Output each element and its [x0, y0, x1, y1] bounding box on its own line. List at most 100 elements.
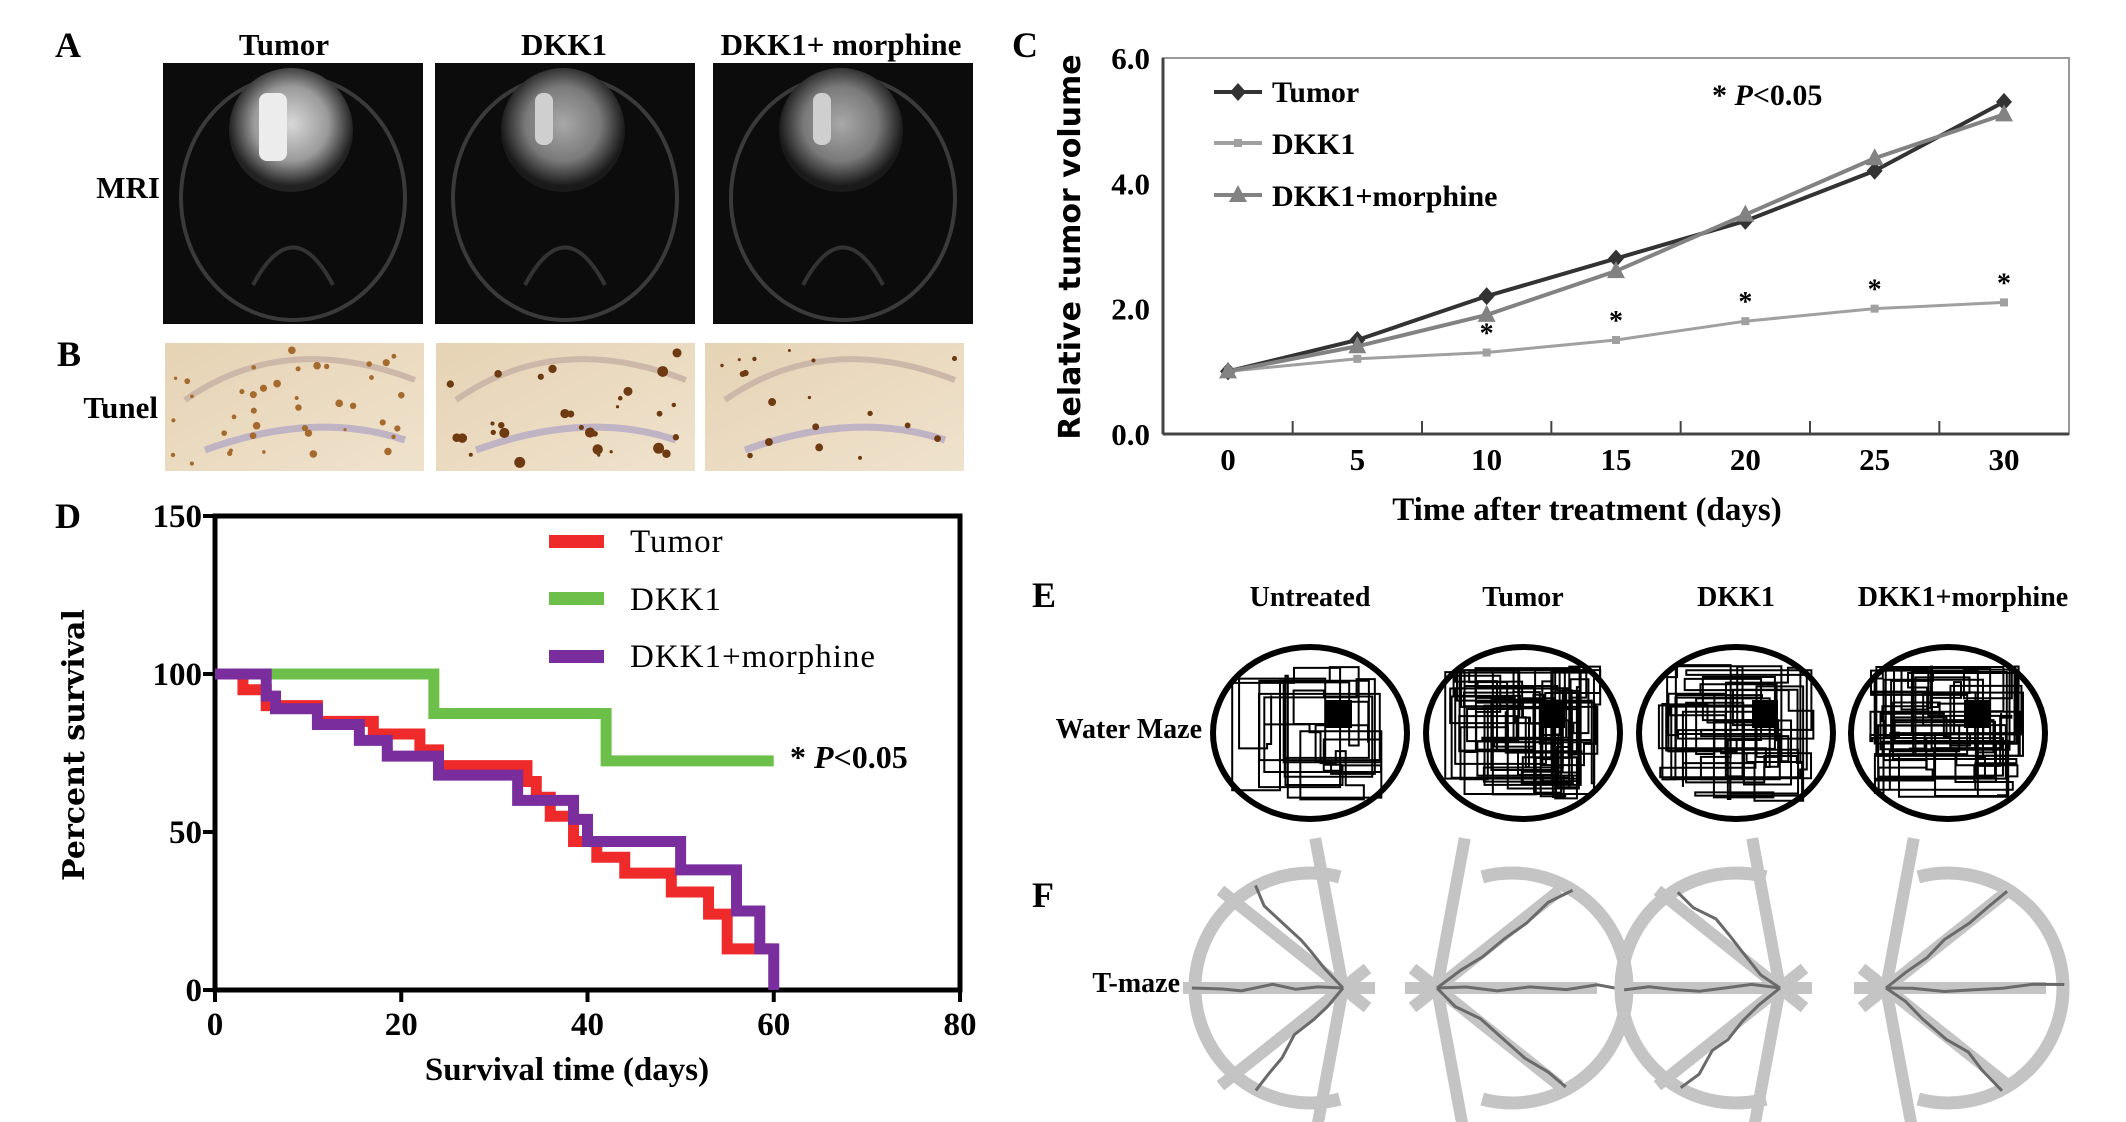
data-point-tumor [1866, 161, 1883, 180]
p: P [813, 739, 834, 775]
apoptotic-cell [609, 450, 613, 454]
apoptotic-cell [752, 356, 757, 362]
apoptotic-cell [764, 438, 773, 447]
apoptotic-cell [617, 395, 623, 401]
column-header-dkk1-morphine: DKK1+morphine [1858, 582, 2068, 613]
apoptotic-cell [324, 363, 330, 370]
row-label-t-maze: T-maze [1092, 968, 1180, 999]
t-maze-images [1183, 837, 2070, 1122]
maze-arm [1408, 983, 1441, 1013]
data-point-dkk1 [1482, 348, 1491, 357]
data-point-tumor [1996, 92, 2012, 111]
apoptotic-cell [739, 370, 746, 377]
apoptotic-cell [747, 452, 753, 459]
apoptotic-cell [190, 394, 194, 399]
apoptotic-cell [498, 421, 505, 429]
apoptotic-cell [343, 427, 347, 432]
apoptotic-cell [720, 363, 724, 368]
significance-star: * [1609, 306, 1623, 337]
apoptotic-cell [623, 386, 633, 396]
maze-arm [1749, 986, 1786, 1122]
y-tick-label: 0.0 [1111, 417, 1150, 452]
chart-d-legend-dkk1: DKK1 [630, 582, 722, 618]
apoptotic-cell [262, 450, 266, 454]
chart-d: 0 20 40 60 80 0 50 100 150 [153, 499, 977, 1043]
apoptotic-cell [384, 447, 392, 456]
apoptotic-cell [295, 404, 302, 411]
x-tick-label: 25 [1859, 442, 1890, 477]
survival-curve-dkk1-morphine [215, 668, 780, 990]
animal-track [1254, 884, 1345, 990]
star: * [1712, 79, 1727, 112]
x-tick-label: 15 [1601, 442, 1632, 477]
apoptotic-cell [391, 434, 396, 439]
apoptotic-cell [170, 452, 176, 458]
p-rest: <0.05 [834, 739, 908, 775]
swim-path [1444, 665, 1602, 800]
apoptotic-cell [294, 396, 299, 401]
apoptotic-cell [228, 448, 233, 453]
x-tick-label: 80 [944, 1007, 977, 1043]
data-point-dkk1-morphine [1736, 204, 1755, 222]
apoptotic-cell [662, 449, 671, 458]
x-tick-label: 60 [757, 1007, 790, 1043]
apoptotic-cell [499, 427, 510, 438]
x-tick-label: 5 [1350, 442, 1366, 477]
column-header-dkk1: DKK1 [1697, 582, 1775, 613]
apoptotic-cell [737, 358, 741, 362]
significance-star: * [1738, 287, 1752, 318]
maze-arm [1880, 986, 1917, 1122]
maze-arm [1216, 983, 1347, 1091]
tumor-core [259, 93, 287, 161]
apoptotic-cell [656, 410, 663, 417]
maze-arm [1431, 837, 1471, 990]
maze-arm [1339, 983, 1372, 1013]
column-header-tumor: Tumor [1482, 582, 1563, 613]
apoptotic-cell [537, 373, 544, 380]
apoptotic-cell [653, 442, 665, 454]
chart-c: 0.0 2.0 4.0 6.0 0 5 10 15 20 25 30 * * * * * [1111, 41, 2070, 477]
apoptotic-cell [251, 365, 256, 370]
apoptotic-cell [313, 361, 321, 370]
apoptotic-cell [184, 378, 191, 385]
survival-curve-dkk1 [215, 668, 774, 767]
apoptotic-cell [904, 422, 911, 429]
apoptotic-cell [592, 444, 603, 455]
apoptotic-cell [391, 353, 397, 359]
y-tick-label: 150 [153, 499, 203, 535]
data-point-dkk1-morphine [1995, 104, 2013, 122]
p-rest: <0.05 [1753, 79, 1823, 112]
data-point-dkk1 [1870, 304, 1879, 313]
apoptotic-cell [490, 429, 496, 436]
maze-arm [1216, 885, 1347, 993]
apoptotic-cell [578, 424, 584, 431]
p: P [1734, 79, 1754, 112]
y-tick-label: 50 [169, 815, 202, 851]
animal-track [1885, 890, 2009, 990]
x-tick-label: 40 [571, 1007, 604, 1043]
panel-label-c: C [1012, 25, 1038, 65]
apoptotic-cell [288, 346, 296, 355]
y-tick-label: 100 [153, 657, 203, 693]
tumor-core [813, 93, 831, 145]
apoptotic-cell [934, 435, 941, 443]
data-point-dkk1-morphine [1348, 336, 1367, 354]
maze-arm [1746, 837, 1786, 990]
chart-d-legend-tumor: Tumor [630, 524, 724, 560]
tissue-layer [203, 423, 407, 454]
animal-track [1676, 891, 1781, 990]
platform [1326, 700, 1352, 728]
apoptotic-cell [657, 366, 669, 377]
maze-arm [1312, 986, 1349, 1122]
apoptotic-cell [382, 359, 390, 367]
significance-star: * [1480, 319, 1494, 350]
chart-c-p-annotation: * P<0.05 [1712, 79, 1822, 112]
animal-track [1254, 987, 1345, 1092]
apoptotic-cell [812, 423, 820, 431]
apoptotic-cell [672, 434, 680, 441]
apoptotic-cell [171, 418, 176, 423]
x-tick-label: 0 [1220, 442, 1236, 477]
apoptotic-cell [951, 356, 958, 362]
animal-track [1436, 888, 1574, 990]
animal-track [1191, 982, 1344, 993]
